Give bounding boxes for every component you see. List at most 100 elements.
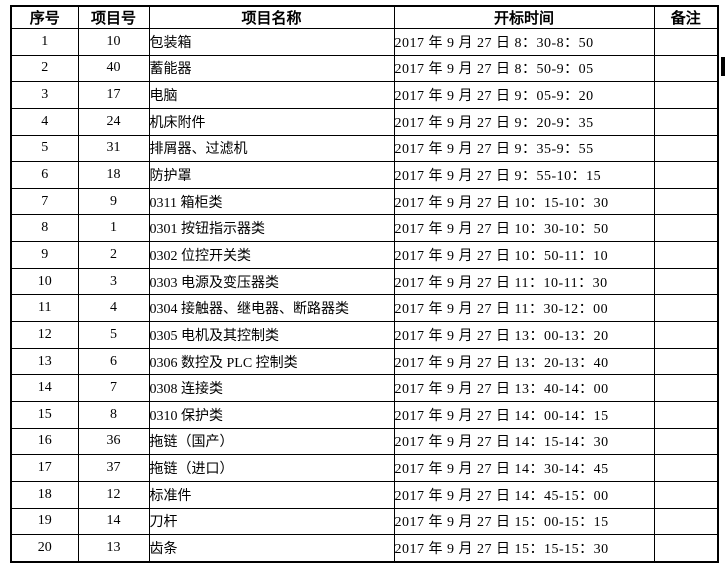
- table-row: 3 17 电脑 2017 年 9 月 27 日 9：05-9：20: [10, 81, 719, 109]
- seq-cell: 17: [10, 454, 79, 482]
- item-no-cell: 18: [77, 161, 150, 189]
- item-no-cell: 5: [77, 321, 150, 349]
- table-row: 7 9 0311 箱柜类 2017 年 9 月 27 日 10：15-10：30: [10, 187, 719, 216]
- item-name-cell: 标准件: [148, 480, 395, 509]
- header-bid-time: 开标时间: [393, 5, 655, 29]
- table-row: 12 5 0305 电机及其控制类 2017 年 9 月 27 日 13：00-13：…: [10, 321, 719, 349]
- seq-cell: 15: [10, 400, 79, 429]
- item-no-cell: 24: [77, 107, 150, 136]
- item-name-cell: 排屑器、过滤机: [148, 134, 395, 163]
- bid-time-cell: 2017 年 9 月 27 日 14：45-15：00: [393, 480, 655, 509]
- item-name-cell: 0306 数控及 PLC 控制类: [148, 347, 395, 376]
- seq-cell: 9: [10, 241, 79, 269]
- item-name-cell: 0301 按钮指示器类: [148, 214, 395, 243]
- item-name-cell: 0303 电源及变压器类: [148, 267, 395, 296]
- item-no-cell: 13: [77, 534, 150, 563]
- seq-cell: 10: [10, 267, 79, 296]
- table-row: 13 6 0306 数控及 PLC 控制类 2017 年 9 月 27 日 13：20…: [10, 347, 719, 376]
- item-name-cell: 机床附件: [148, 107, 395, 136]
- remark-cell: [653, 374, 719, 402]
- table-row: 4 24 机床附件 2017 年 9 月 27 日 9：20-9：35: [10, 107, 719, 136]
- remark-cell: [653, 241, 719, 269]
- bid-time-cell: 2017 年 9 月 27 日 9：55-10：15: [393, 161, 655, 189]
- remark-cell: [653, 347, 719, 376]
- remark-cell: [653, 134, 719, 163]
- seq-cell: 5: [10, 134, 79, 163]
- item-name-cell: 包装箱: [148, 28, 395, 56]
- seq-cell: 4: [10, 107, 79, 136]
- seq-cell: 14: [10, 374, 79, 402]
- item-no-cell: 1: [77, 214, 150, 243]
- seq-cell: 7: [10, 187, 79, 216]
- remark-cell: [653, 294, 719, 323]
- bid-time-cell: 2017 年 9 月 27 日 14：00-14：15: [393, 400, 655, 429]
- bid-time-cell: 2017 年 9 月 27 日 13：00-13：20: [393, 321, 655, 349]
- remark-cell: [653, 214, 719, 243]
- table-row: 16 36 拖链（国产） 2017 年 9 月 27 日 14：15-14：30: [10, 427, 719, 456]
- bid-time-cell: 2017 年 9 月 27 日 10：50-11：10: [393, 241, 655, 269]
- seq-cell: 20: [10, 534, 79, 563]
- item-no-cell: 9: [77, 187, 150, 216]
- item-no-cell: 3: [77, 267, 150, 296]
- remark-cell: [653, 321, 719, 349]
- item-no-cell: 40: [77, 54, 150, 83]
- remark-cell: [653, 507, 719, 536]
- item-name-cell: 防护罩: [148, 161, 395, 189]
- table-header: 序号 项目号 项目名称 开标时间 备注: [10, 5, 719, 29]
- bid-time-cell: 2017 年 9 月 27 日 9：05-9：20: [393, 81, 655, 109]
- text-caret: [721, 57, 725, 76]
- item-name-cell: 0311 箱柜类: [148, 187, 395, 216]
- table-row: 20 13 齿条 2017 年 9 月 27 日 15：15-15：30: [10, 534, 719, 563]
- bid-time-cell: 2017 年 9 月 27 日 15：00-15：15: [393, 507, 655, 536]
- item-name-cell: 齿条: [148, 534, 395, 563]
- seq-cell: 19: [10, 507, 79, 536]
- item-name-cell: 0302 位控开关类: [148, 241, 395, 269]
- bid-time-cell: 2017 年 9 月 27 日 13：20-13：40: [393, 347, 655, 376]
- item-no-cell: 14: [77, 507, 150, 536]
- bid-time-cell: 2017 年 9 月 27 日 8：50-9：05: [393, 54, 655, 83]
- item-no-cell: 37: [77, 454, 150, 482]
- bid-time-cell: 2017 年 9 月 27 日 14：30-14：45: [393, 454, 655, 482]
- table-row: 18 12 标准件 2017 年 9 月 27 日 14：45-15：00: [10, 480, 719, 509]
- table-row: 14 7 0308 连接类 2017 年 9 月 27 日 13：40-14：00: [10, 374, 719, 402]
- item-name-cell: 刀杆: [148, 507, 395, 536]
- table-row: 8 1 0301 按钮指示器类 2017 年 9 月 27 日 10：30-10：50: [10, 214, 719, 243]
- item-name-cell: 拖链（进口）: [148, 454, 395, 482]
- remark-cell: [653, 480, 719, 509]
- seq-cell: 11: [10, 294, 79, 323]
- remark-cell: [653, 400, 719, 429]
- remark-cell: [653, 427, 719, 456]
- header-item-no: 项目号: [77, 5, 150, 29]
- item-no-cell: 8: [77, 400, 150, 429]
- seq-cell: 1: [10, 28, 79, 56]
- seq-cell: 16: [10, 427, 79, 456]
- item-no-cell: 10: [77, 28, 150, 56]
- seq-cell: 18: [10, 480, 79, 509]
- item-no-cell: 31: [77, 134, 150, 163]
- table-row: 1 10 包装箱 2017 年 9 月 27 日 8：30-8：50: [10, 28, 719, 56]
- item-no-cell: 7: [77, 374, 150, 402]
- header-item-name: 项目名称: [148, 5, 395, 29]
- remark-cell: [653, 187, 719, 216]
- bid-time-cell: 2017 年 9 月 27 日 8：30-8：50: [393, 28, 655, 56]
- remark-cell: [653, 54, 719, 83]
- item-no-cell: 6: [77, 347, 150, 376]
- bid-schedule-table: 序号 项目号 项目名称 开标时间 备注 1 10 包装箱 2017 年 9 月 27 …: [10, 5, 719, 563]
- item-name-cell: 0310 保护类: [148, 400, 395, 429]
- remark-cell: [653, 267, 719, 296]
- item-name-cell: 电脑: [148, 81, 395, 109]
- item-name-cell: 0305 电机及其控制类: [148, 321, 395, 349]
- item-no-cell: 17: [77, 81, 150, 109]
- header-remark: 备注: [653, 5, 719, 29]
- bid-time-cell: 2017 年 9 月 27 日 11：30-12：00: [393, 294, 655, 323]
- bid-time-cell: 2017 年 9 月 27 日 9：35-9：55: [393, 134, 655, 163]
- table-row: 10 3 0303 电源及变压器类 2017 年 9 月 27 日 11：10-11：…: [10, 267, 719, 296]
- bid-time-cell: 2017 年 9 月 27 日 15：15-15：30: [393, 534, 655, 563]
- bid-time-cell: 2017 年 9 月 27 日 10：30-10：50: [393, 214, 655, 243]
- table-row: 5 31 排屑器、过滤机 2017 年 9 月 27 日 9：35-9：55: [10, 134, 719, 163]
- remark-cell: [653, 454, 719, 482]
- table-row: 15 8 0310 保护类 2017 年 9 月 27 日 14：00-14：15: [10, 400, 719, 429]
- bid-time-cell: 2017 年 9 月 27 日 10：15-10：30: [393, 187, 655, 216]
- seq-cell: 13: [10, 347, 79, 376]
